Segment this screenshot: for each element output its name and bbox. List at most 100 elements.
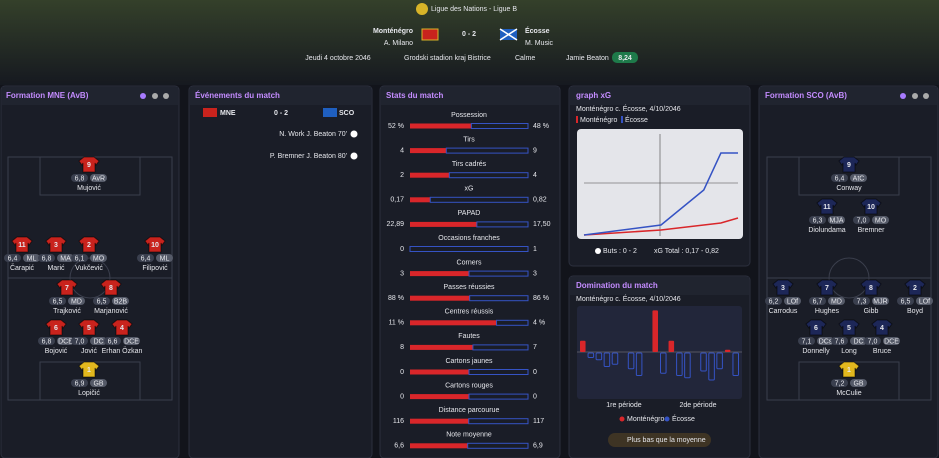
- page-dot[interactable]: [912, 93, 918, 99]
- rating-pill: [71, 379, 88, 387]
- rating-pill: [831, 174, 848, 182]
- rating-pill: [93, 297, 110, 305]
- note: Plus bas que la moyenne: [627, 437, 706, 444]
- panel: [0, 85, 180, 458]
- shirt: [11, 236, 33, 253]
- player-name: Boyd: [907, 308, 923, 315]
- player-position: MD: [831, 298, 842, 305]
- stat-bar-away: [470, 123, 529, 129]
- period-label: 1re période: [606, 402, 642, 409]
- away-coach: M. Music: [525, 40, 554, 47]
- stat-label: Note moyenne: [446, 432, 492, 439]
- position-pill: [850, 174, 867, 182]
- player-rating: 6,8: [42, 338, 52, 345]
- rating-pill: [853, 297, 870, 305]
- player-name: Lopičić: [78, 390, 100, 397]
- shirt-number: 1: [847, 367, 851, 374]
- shirt-number: 3: [781, 285, 785, 292]
- note-button[interactable]: [608, 433, 711, 447]
- player-name: Long: [841, 348, 857, 355]
- shirt: [838, 156, 860, 173]
- shirt-number: 9: [87, 162, 91, 169]
- rating-pill: [137, 254, 154, 262]
- domination-bar: [716, 352, 723, 370]
- position-pill: [57, 337, 74, 345]
- player-position: GB: [853, 380, 863, 387]
- player-rating: 6,2: [769, 298, 779, 305]
- domination-bar: [580, 340, 586, 352]
- page-dot[interactable]: [923, 93, 929, 99]
- panel-title: Événements du match: [195, 91, 280, 100]
- stat-bar-away: [468, 393, 529, 400]
- position-pill: [57, 254, 74, 262]
- stat-home-value: 88 %: [388, 295, 404, 302]
- shirt-number: 7: [65, 285, 69, 292]
- player-position: LOf: [919, 298, 930, 305]
- player-position: DCE: [58, 338, 73, 345]
- page-dot[interactable]: [140, 93, 146, 99]
- player-rating: 7,0: [75, 338, 85, 345]
- player-name: Bojović: [45, 348, 68, 355]
- rating-pill: [831, 337, 848, 345]
- player-rating: 6,4: [141, 255, 151, 262]
- shirt-number: 5: [87, 325, 91, 332]
- stat-bar-away: [448, 172, 529, 179]
- player-name: Bremner: [858, 227, 886, 234]
- legend-swatch: [619, 416, 625, 422]
- away-flag: [323, 108, 337, 117]
- player-position: ML: [27, 255, 37, 262]
- domination-bar: [732, 352, 740, 376]
- stat-label: Possession: [451, 112, 487, 119]
- domination-bar: [587, 352, 595, 358]
- stat-label: Cartons jaunes: [445, 358, 493, 365]
- panel-title: Formation SCO (AvB): [765, 91, 847, 100]
- legend-swatch: [664, 416, 670, 422]
- domination-bar: [668, 340, 675, 352]
- stat-label: Occasions franches: [438, 235, 500, 242]
- shirt: [838, 361, 860, 378]
- position-pill: [883, 337, 900, 345]
- shirt: [816, 198, 838, 215]
- stat-label: Fautes: [458, 333, 480, 340]
- stat-label: Tirs cadrés: [452, 161, 487, 168]
- shirt: [772, 279, 794, 296]
- shirt: [45, 236, 67, 253]
- rating-pill: [809, 216, 826, 224]
- shirt: [78, 361, 100, 378]
- shirt: [860, 198, 882, 215]
- event-home: MNE: [220, 110, 236, 117]
- shirt-number: 6: [814, 325, 818, 332]
- domination-bar: [635, 352, 643, 376]
- competition: Ligue des Nations - Ligue B: [431, 6, 517, 13]
- position-pill: [784, 297, 801, 305]
- stat-bar-away: [496, 319, 529, 326]
- player-rating: 7,6: [835, 338, 845, 345]
- player-rating: 6,4: [8, 255, 18, 262]
- rating-pill: [104, 337, 121, 345]
- position-pill: [112, 297, 129, 305]
- stat-home-value: 0: [400, 246, 404, 253]
- event-away: SCO: [339, 110, 355, 117]
- page-dot[interactable]: [152, 93, 158, 99]
- home-coach: A. Milano: [384, 40, 413, 47]
- page-dot[interactable]: [163, 93, 169, 99]
- shirt: [860, 279, 882, 296]
- legend-swatch: [621, 116, 623, 123]
- page-dot[interactable]: [900, 93, 906, 99]
- stat-bar-away: [467, 442, 529, 449]
- player-position: MA: [60, 255, 71, 262]
- player-rating: 6,7: [813, 298, 823, 305]
- player-rating: 7,1: [802, 338, 812, 345]
- shirt-number: 8: [109, 285, 113, 292]
- rating-pill: [612, 52, 638, 63]
- stat-label: Distance parcourue: [439, 407, 500, 414]
- home-flag: [203, 108, 217, 117]
- shirt-number: 3: [54, 242, 58, 249]
- stat-bar-home: [410, 369, 469, 375]
- home-flag: [421, 28, 439, 41]
- panel-header: [760, 87, 937, 105]
- shirt: [78, 236, 100, 253]
- position-pill: [156, 254, 173, 262]
- stat-bar-away: [468, 418, 529, 425]
